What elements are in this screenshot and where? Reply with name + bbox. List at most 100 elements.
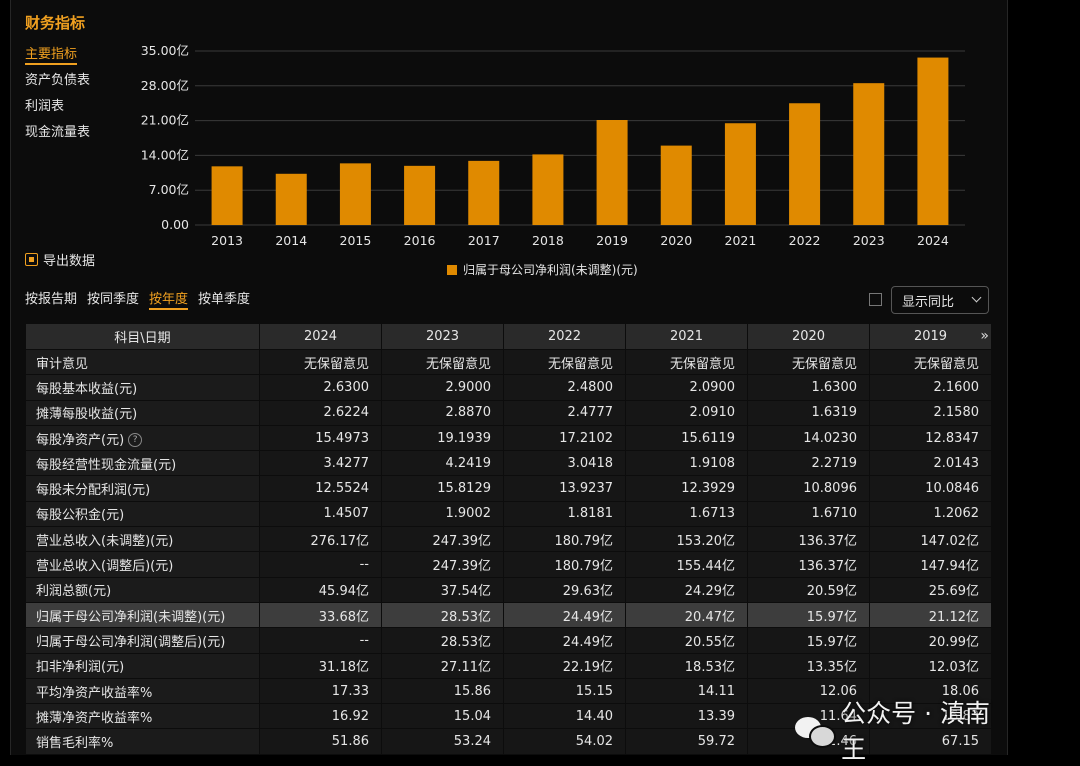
table-row[interactable]: 每股基本收益(元) 2.6300 2.9000 2.4800 2.0900 1.6300 2… [25, 374, 992, 401]
table-row[interactable]: 归属于母公司净利润(调整后)(元) -- 28.53亿 24.49亿 20.55亿 15.… [25, 627, 992, 654]
table-cell: 45.94亿 [259, 576, 382, 603]
wechat-icon [795, 715, 836, 748]
y-tick-label: 28.00亿 [141, 78, 189, 93]
table-row[interactable]: 归属于母公司净利润(未调整)(元) 33.68亿 28.53亿 24.49亿 20.47… [25, 601, 992, 629]
table-cell: 180.79亿 [503, 551, 626, 578]
row-label-text: 摊薄每股收益(元) [36, 407, 138, 423]
filter-by-report-period[interactable]: 按报告期 [25, 292, 78, 307]
table-cell: 37.54亿 [381, 576, 504, 603]
table-row[interactable]: 每股公积金(元) 1.4507 1.9002 1.8181 1.6713 1.6710 1.… [25, 500, 992, 528]
table-row[interactable]: 利润总额(元) 45.94亿 37.54亿 29.63亿 24.29亿 20.59亿 25.… [25, 576, 992, 603]
table-cell: 180.79亿 [503, 526, 626, 553]
bar-2016[interactable] [404, 165, 436, 225]
row-label-text: 每股未分配利润(元) [36, 483, 151, 499]
table-cell: 13.39 [625, 703, 748, 730]
table-cell: 136.37亿 [747, 551, 870, 578]
table-cell: 33.68亿 [259, 601, 382, 629]
table-cell: 27.11亿 [381, 652, 504, 679]
table-cell: 54.02 [503, 728, 626, 755]
table-cell: 10.8096 [747, 475, 870, 502]
table-cell: 15.15 [503, 677, 626, 705]
bar-2013[interactable] [211, 166, 243, 225]
table-cell: 12.03亿 [869, 652, 992, 679]
table-cell: 15.8129 [381, 475, 504, 502]
table-row[interactable]: 每股未分配利润(元) 12.5524 15.8129 13.9237 12.3929 10… [25, 475, 992, 502]
bar-2019[interactable] [596, 120, 628, 225]
row-label-text: 营业总收入(未调整)(元) [36, 533, 174, 549]
table-body: 审计意见 无保留意见 无保留意见 无保留意见 无保留意见 无保留意见 无保留意见 每股基本收益… [25, 348, 992, 755]
bar-2020[interactable] [660, 145, 692, 225]
table-row[interactable]: 审计意见 无保留意见 无保留意见 无保留意见 无保留意见 无保留意见 无保留意见 [25, 348, 992, 376]
table-cell: 11.64 [747, 703, 870, 730]
yoy-checkbox[interactable] [869, 293, 882, 306]
filter-by-same-quarter[interactable]: 按同季度 [87, 292, 140, 307]
bar-2023[interactable] [853, 83, 885, 225]
table-cell: 155.44亿 [625, 551, 748, 578]
table-row[interactable]: 摊薄每股收益(元) 2.6224 2.8870 2.4777 2.0910 1.6319 2… [25, 399, 992, 426]
chevron-down-icon [971, 292, 982, 303]
side-nav-item-cash-flow[interactable]: 现金流量表 [25, 125, 91, 140]
table-row[interactable]: 销售毛利率% 51.86 53.24 54.02 59.72 62.46 67.15 [25, 728, 992, 755]
more-columns-arrow-icon[interactable]: » [980, 328, 989, 344]
table-cell: 2.0910 [625, 399, 748, 426]
table-row[interactable]: 营业总收入(调整后)(元) -- 247.39亿 180.79亿 155.44亿 136.… [25, 551, 992, 578]
x-tick-label: 2020 [660, 233, 692, 248]
bar-2024[interactable] [917, 57, 949, 225]
table-cell: 无保留意见 [747, 348, 870, 376]
table-cell: -- [259, 627, 382, 654]
row-label: 摊薄净资产收益率% [25, 703, 260, 730]
export-data-button[interactable]: 导出数据 [25, 250, 95, 269]
table-cell: 1.6300 [747, 374, 870, 401]
table-cell: 51.86 [259, 728, 382, 755]
row-label: 摊薄每股收益(元) [25, 399, 260, 426]
table-row[interactable]: 摊薄净资产收益率% 16.92 15.04 14.40 13.39 11.64 16.83 [25, 703, 992, 730]
filter-by-single-quarter[interactable]: 按单季度 [198, 292, 251, 307]
side-nav-item-main-indicators[interactable]: 主要指标 [25, 44, 90, 70]
table-cell: 24.49亿 [503, 601, 626, 629]
table-cell: 20.55亿 [625, 627, 748, 654]
x-tick-label: 2013 [211, 233, 243, 248]
table-cell: 12.5524 [259, 475, 382, 502]
row-label: 利润总额(元) [25, 576, 260, 603]
table-row[interactable]: 扣非净利润(元) 31.18亿 27.11亿 22.19亿 18.53亿 13.35亿 12… [25, 652, 992, 679]
table-cell: 29.63亿 [503, 576, 626, 603]
side-nav-item-income-statement[interactable]: 利润表 [25, 99, 65, 114]
side-nav: 主要指标 资产负债表 利润表 现金流量表 [25, 44, 90, 148]
help-icon[interactable]: ? [128, 433, 143, 448]
bar-2022[interactable] [789, 103, 821, 225]
table-cell: 28.53亿 [381, 601, 504, 629]
y-tick-label: 35.00亿 [141, 43, 189, 58]
row-label-text: 每股经营性现金流量(元) [36, 457, 177, 473]
table-row[interactable]: 平均净资产收益率% 17.33 15.86 15.15 14.11 12.06 18.06 [25, 677, 992, 705]
bar-2015[interactable] [339, 163, 371, 225]
table-row[interactable]: 每股经营性现金流量(元) 3.4277 4.2419 3.0418 1.9108 2.27… [25, 450, 992, 477]
table-cell: 15.86 [381, 677, 504, 705]
x-tick-label: 2021 [725, 233, 757, 248]
export-icon [25, 253, 38, 266]
table-cell: 136.37亿 [747, 526, 870, 553]
table-cell: -- [259, 551, 382, 578]
table-row[interactable]: 每股净资产(元)? 15.4973 19.1939 17.2102 15.6119 14.… [25, 424, 992, 452]
export-data-label: 导出数据 [43, 254, 96, 269]
table-cell: 无保留意见 [503, 348, 626, 376]
header-year-last: 2019 » [869, 323, 992, 350]
bar-2014[interactable] [275, 173, 307, 225]
yoy-dropdown[interactable]: 显示同比 [891, 286, 989, 314]
table-cell: 无保留意见 [869, 348, 992, 376]
row-label-text: 归属于母公司净利润(调整后)(元) [36, 634, 226, 650]
table-row[interactable]: 营业总收入(未调整)(元) 276.17亿 247.39亿 180.79亿 153.20… [25, 526, 992, 553]
table-header-row: 科目\日期 2024 2023 2022 2021 2020 2019 » [25, 323, 992, 350]
table-cell: 2.6224 [259, 399, 382, 426]
side-nav-item-balance-sheet[interactable]: 资产负债表 [25, 73, 91, 88]
bar-2017[interactable] [468, 160, 500, 225]
row-label-text: 扣非净利润(元) [36, 660, 125, 676]
row-label-text: 营业总收入(调整后)(元) [36, 559, 174, 575]
table-cell: 21.12亿 [869, 601, 992, 629]
table-cell: 18.53亿 [625, 652, 748, 679]
table-cell: 14.40 [503, 703, 626, 730]
filter-by-year[interactable]: 按年度 [149, 288, 189, 310]
bar-2018[interactable] [532, 154, 564, 225]
chart-legend[interactable]: 归属于母公司净利润(未调整)(元) [447, 261, 638, 278]
bar-2021[interactable] [724, 123, 756, 225]
table-cell: 53.24 [381, 728, 504, 755]
